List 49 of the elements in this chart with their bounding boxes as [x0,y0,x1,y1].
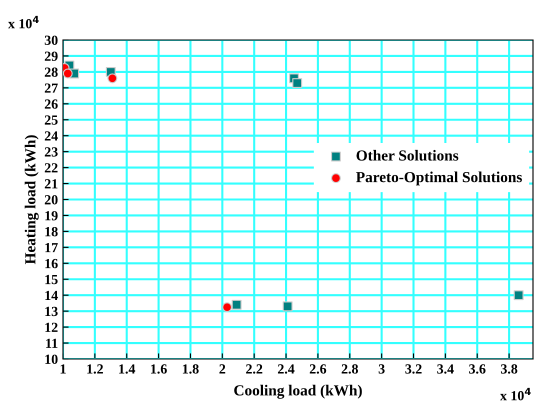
x-tick-label: 1.2 [87,364,103,374]
y-tick-label: 13 [45,306,58,316]
y-tick-label: 28 [44,67,58,77]
y-tick-label: 17 [45,243,58,252]
y-tick-label: 15 [45,274,58,284]
y-tick-label: 19 [45,211,58,220]
y-tick-label: 25 [44,115,58,125]
y-axis-title: Heating load (kWh) [24,135,39,264]
y-tick-label: 24 [44,131,58,141]
y-tick-label: 26 [44,99,58,109]
y-tick-label: 14 [45,290,58,300]
x-tick-label: 1.4 [119,364,136,374]
legend-label: Pareto-Optimal Solutions [356,172,522,186]
y-tick-label: 12 [45,322,58,332]
text: x 10$^{4}$ [500,388,531,400]
y-tick-label: 30 [44,36,58,45]
x-tick-label: 2.6 [310,364,326,374]
point [63,68,73,78]
y-tick-label: 22 [44,163,58,172]
point [514,290,524,300]
y-tick-label: 16 [45,258,58,268]
x-tick-label: 3.8 [500,364,518,374]
y-tick-label: 29 [44,52,58,61]
x-tick-label: 3.4 [437,364,454,374]
y-tick-label: 20 [44,195,58,204]
y-tick-label: 11 [46,338,58,348]
x-tick-label: 2.4 [278,364,294,374]
point [232,300,242,310]
x-axis-title: Cooling load (kWh) [234,384,362,399]
x-tick-label: 2.2 [246,364,262,374]
x-tick-label: 1 [60,364,66,374]
text: x 10$^{4}$ [8,16,39,28]
y-tick-label: 21 [44,179,58,188]
point [292,78,302,88]
point [222,302,232,312]
point [282,301,293,312]
y-tick-label: 27 [44,83,58,93]
x-tick-label: 3.6 [469,364,486,374]
x-tick-label: 1.6 [151,364,167,374]
x-tick-label: 3.2 [405,364,422,374]
x-tick-label: 2.8 [342,364,358,374]
x-tick-label: 3 [378,364,385,374]
y-tick-label: 10 [45,354,58,364]
y-tick-label: 23 [44,147,58,157]
legend-label: Other Solutions [356,150,458,161]
x-tick-label: 1.8 [182,364,199,374]
y-tick-label: 18 [45,226,58,236]
x-tick-label: 2 [219,364,226,374]
point [107,73,118,84]
